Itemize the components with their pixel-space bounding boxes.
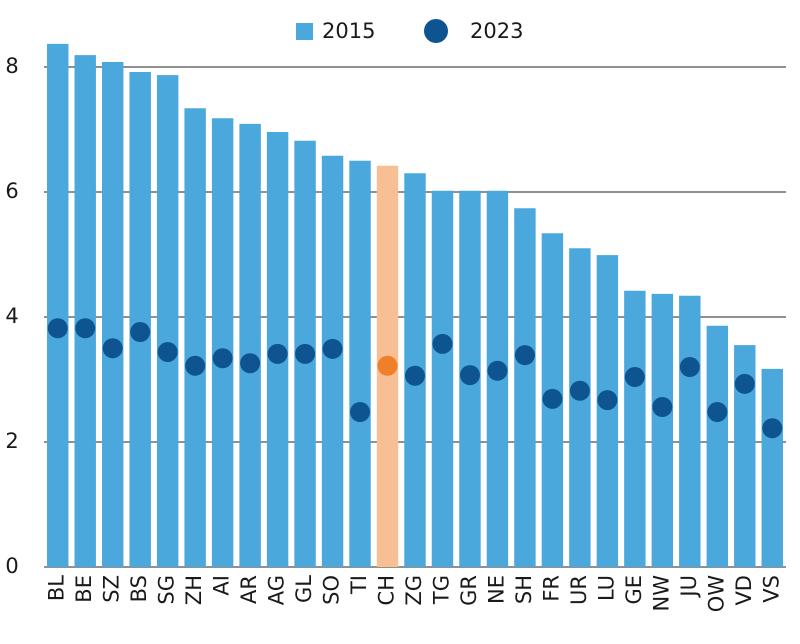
x-tick-label: SG: [155, 575, 179, 605]
bar: [651, 293, 674, 567]
x-tick-label: TI: [347, 575, 371, 595]
legend-swatch: [296, 23, 313, 40]
dot: [102, 338, 123, 359]
bar: [321, 155, 344, 567]
dot: [514, 345, 535, 366]
bar: [431, 190, 454, 567]
x-tick-label: VD: [732, 575, 756, 606]
x-tick-label: GR: [457, 575, 481, 606]
bar: [129, 72, 151, 567]
bar: [211, 118, 234, 567]
x-tick-label: BS: [127, 575, 151, 602]
dot: [322, 338, 343, 359]
x-tick-label: UR: [567, 575, 591, 605]
dot: [762, 418, 783, 439]
x-tick-label: TG: [429, 575, 453, 605]
dot: [679, 357, 700, 377]
dot: [624, 367, 645, 387]
x-tick-label: AR: [237, 575, 261, 604]
x-tick-label: AG: [265, 575, 289, 605]
x-tick-label: NW: [649, 575, 673, 612]
bar: [761, 368, 783, 567]
dot: [377, 355, 398, 376]
bar: [74, 55, 96, 567]
dot: [295, 343, 316, 364]
x-tick-label: SO: [320, 575, 344, 605]
legend-label: 2015: [322, 19, 375, 43]
dot: [459, 365, 480, 386]
y-tick-label: 6: [5, 179, 18, 203]
dot: [542, 388, 563, 409]
legend-swatch: [424, 19, 448, 43]
x-tick-label: FR: [539, 575, 563, 602]
x-tick-label: AI: [210, 575, 234, 596]
x-tick-label: JU: [677, 575, 701, 599]
x-tick-label: ZG: [402, 575, 426, 606]
x-tick-label: NE: [484, 575, 508, 604]
x-tick-label: ZH: [182, 575, 206, 605]
x-tick-label: GL: [292, 575, 316, 603]
x-tick-label: OW: [704, 575, 728, 613]
dot: [212, 348, 233, 369]
bar: [239, 123, 261, 567]
dot: [569, 380, 590, 401]
dot: [47, 318, 68, 339]
bar: [624, 290, 646, 567]
x-tick-label: VS: [759, 575, 783, 603]
bar: [734, 345, 756, 567]
y-tick-label: 4: [5, 304, 18, 328]
x-tick-label: CH: [375, 575, 399, 605]
legend-label: 2023: [470, 19, 523, 43]
dot: [185, 355, 206, 376]
bar: [569, 248, 591, 567]
bar: [156, 75, 179, 567]
x-tick-label: SH: [512, 575, 536, 604]
x-tick-label: BE: [72, 575, 96, 603]
bar: [101, 62, 124, 567]
dot: [597, 390, 618, 411]
y-tick-label: 0: [5, 554, 18, 578]
dot: [157, 342, 178, 362]
bar: [679, 295, 701, 567]
x-tick-label: BL: [45, 575, 69, 601]
y-tick-label: 8: [5, 54, 18, 78]
dot: [652, 397, 673, 417]
dot: [707, 402, 728, 422]
dot: [75, 318, 96, 339]
x-tick-label: LU: [594, 575, 618, 601]
dot: [405, 365, 425, 386]
bar: [514, 208, 536, 567]
bar: [184, 108, 206, 567]
bar: [706, 325, 729, 567]
dot: [350, 402, 371, 422]
dot: [487, 360, 508, 381]
x-tick-label: GE: [622, 575, 646, 605]
bar: [349, 160, 371, 567]
y-tick-label: 2: [5, 429, 18, 453]
dot: [432, 333, 453, 354]
dot: [267, 343, 288, 364]
x-tick-label: SZ: [100, 575, 124, 603]
dot: [130, 322, 151, 342]
bar: [47, 43, 69, 567]
dot: [240, 353, 261, 374]
bar: [596, 255, 619, 567]
dot: [734, 373, 755, 394]
